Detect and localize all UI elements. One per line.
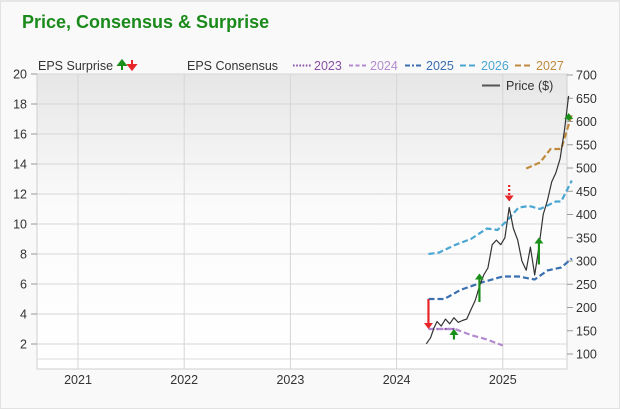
x-tick-label: 2025	[489, 373, 517, 387]
x-tick-label: 2023	[276, 373, 304, 387]
surprise-arrow-down-icon	[504, 185, 514, 202]
legend: EPS Surprise EPS Consensus 2023 2024 2025 2…	[38, 58, 564, 93]
legend-year-2025: 2025	[426, 59, 454, 73]
surprise-arrow-up-icon	[449, 329, 459, 340]
legend-price-label: Price ($)	[506, 79, 553, 93]
left-tick-label: 8	[20, 248, 27, 262]
right-tick-label: 650	[576, 92, 597, 106]
surprise-arrows	[423, 113, 574, 340]
left-tick-label: 12	[13, 188, 27, 202]
right-tick-label: 500	[576, 162, 597, 176]
legend-year-2024: 2024	[370, 59, 398, 73]
legend-consensus-label: EPS Consensus	[187, 59, 278, 73]
right-tick-label: 450	[576, 185, 597, 199]
right-tick-label: 100	[576, 348, 597, 362]
left-tick-label: 20	[13, 68, 27, 82]
legend-year-2026: 2026	[481, 59, 509, 73]
left-tick-label: 6	[20, 278, 27, 292]
x-tick-label: 2021	[64, 373, 92, 387]
series-lines	[425, 95, 573, 347]
left-axis-ticks: 2 4 6 8 10 12 14 16 18 20	[13, 68, 37, 352]
arrow-down-icon	[126, 60, 138, 72]
surprise-arrow-up-icon	[534, 237, 544, 265]
series-2025-line	[428, 257, 573, 301]
x-axis-ticks: 2021 2022 2023 2024 2025	[64, 373, 517, 387]
right-tick-label: 400	[576, 208, 597, 222]
surprise-arrow-down-icon	[423, 299, 433, 329]
legend-surprise-label: EPS Surprise	[38, 59, 113, 73]
chart-title: Price, Consensus & Surprise	[22, 12, 270, 32]
left-tick-label: 14	[13, 158, 27, 172]
x-tick-label: 2022	[170, 373, 198, 387]
left-tick-label: 4	[20, 308, 27, 322]
legend-years: 2023 2024 2025 2026 2027	[293, 59, 564, 73]
surprise-arrow-up-icon	[564, 113, 574, 121]
right-tick-label: 200	[576, 301, 597, 315]
right-tick-label: 700	[576, 69, 597, 83]
legend-year-2027: 2027	[536, 59, 564, 73]
x-tick-label: 2024	[383, 373, 411, 387]
right-axis-ticks: 100 150 200 250 300 350 400 450 500 550 600 650 700	[567, 69, 597, 362]
right-tick-label: 350	[576, 231, 597, 245]
left-tick-label: 16	[13, 128, 27, 142]
left-tick-label: 10	[13, 218, 27, 232]
right-tick-label: 150	[576, 324, 597, 338]
series-2024-line	[428, 327, 504, 347]
right-tick-label: 300	[576, 255, 597, 269]
plot-area	[36, 73, 568, 370]
arrow-up-icon	[116, 58, 128, 70]
series-price--line	[425, 95, 570, 345]
right-tick-label: 250	[576, 278, 597, 292]
gridlines	[37, 73, 567, 369]
series-2027-line	[525, 114, 573, 170]
left-tick-label: 2	[20, 338, 27, 352]
left-tick-label: 18	[13, 98, 27, 112]
legend-year-2023: 2023	[314, 59, 342, 73]
right-tick-label: 600	[576, 115, 597, 129]
right-tick-label: 550	[576, 138, 597, 152]
surprise-arrow-up-icon	[474, 273, 484, 302]
